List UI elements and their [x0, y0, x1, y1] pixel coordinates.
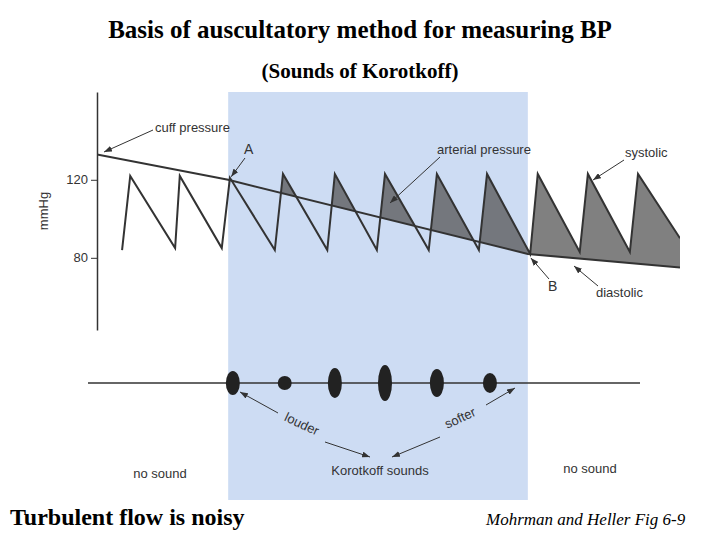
y-tick-mark: [91, 180, 97, 181]
plot-area: [97, 154, 680, 330]
annotation: no sound: [133, 466, 187, 481]
arrow: [486, 388, 515, 405]
sound-burst: [226, 371, 240, 395]
y-axis-line: [97, 93, 99, 331]
series-label: cuff pressure: [155, 120, 230, 135]
sound-burst: [378, 365, 392, 401]
sound-burst: [430, 369, 444, 397]
sound-burst: [278, 376, 292, 390]
cuff-line: [97, 154, 680, 267]
y-axis: 80 120: [66, 93, 97, 331]
annotation: louder: [282, 409, 322, 438]
y-tick-label: 120: [66, 172, 88, 187]
sound-baseline: [88, 382, 640, 384]
y-tick: 80: [74, 250, 97, 265]
pulse-area: [122, 174, 680, 330]
annotation: no sound: [563, 461, 617, 476]
y-tick: 120: [66, 172, 97, 187]
y-tick-label: 80: [74, 250, 88, 265]
chart: 80 120 Basis of auscultatory method for me…: [0, 0, 720, 540]
caption: Turbulent flow is noisy: [10, 504, 245, 530]
point-label: B: [548, 278, 557, 294]
arrow: [325, 442, 370, 457]
annotation: softer: [442, 404, 478, 432]
title: Basis of auscultatory method for measuri…: [108, 16, 612, 43]
y-tick-mark: [91, 258, 97, 259]
sound-burst: [483, 373, 497, 393]
arrow: [531, 258, 549, 279]
arterial-line: [122, 174, 680, 254]
arrow: [231, 158, 245, 177]
arrow: [574, 266, 598, 286]
subtitle: (Sounds of Korotkoff): [262, 59, 459, 83]
sound-burst: [328, 368, 342, 398]
point-label: A: [244, 141, 254, 157]
pulse-shading: [122, 174, 680, 330]
arrow: [390, 157, 440, 203]
arrow: [240, 392, 278, 413]
source: Mohrman and Heller Fig 6-9: [485, 510, 686, 529]
arrow: [593, 160, 624, 180]
arrow: [104, 130, 153, 152]
sound-bursts: [226, 365, 497, 401]
series-label: arterial pressure: [437, 142, 531, 157]
annotation: Korotkoff sounds: [331, 463, 429, 478]
y-axis-title: mmHg: [36, 192, 51, 230]
annotation: diastolic: [596, 285, 643, 300]
arrow: [392, 437, 440, 457]
annotation: systolic: [625, 145, 668, 160]
